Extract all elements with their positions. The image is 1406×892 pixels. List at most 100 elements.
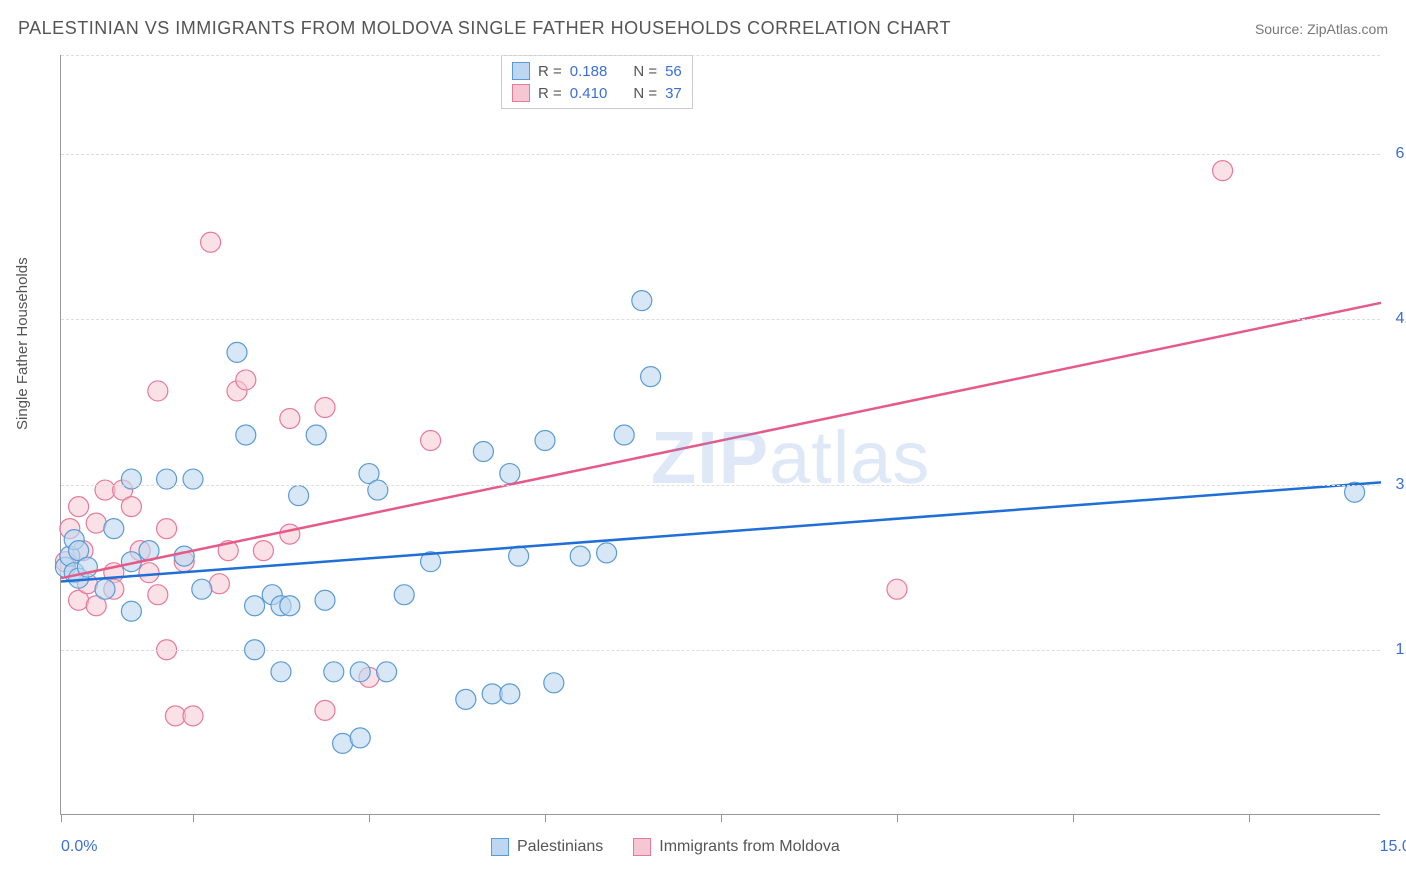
gridline — [61, 154, 1380, 155]
data-point — [306, 425, 326, 445]
data-point — [271, 662, 291, 682]
data-point — [280, 408, 300, 428]
data-point — [157, 469, 177, 489]
r-value: 0.188 — [570, 63, 608, 80]
data-point — [236, 370, 256, 390]
x-axis-min-label: 0.0% — [61, 838, 97, 856]
data-point — [253, 541, 273, 561]
legend-series: Palestinians Immigrants from Moldova — [491, 838, 840, 856]
n-value: 56 — [665, 63, 682, 80]
data-point — [315, 700, 335, 720]
legend-stats-row: R = 0.410 N = 37 — [512, 82, 682, 104]
legend-series-label: Immigrants from Moldova — [659, 838, 840, 856]
data-point — [236, 425, 256, 445]
legend-series-item: Palestinians — [491, 838, 603, 856]
legend-stats: R = 0.188 N = 56 R = 0.410 N = 37 — [501, 55, 693, 109]
data-point — [1213, 161, 1233, 181]
data-point — [597, 543, 617, 563]
gridline — [61, 485, 1380, 486]
data-point — [289, 486, 309, 506]
data-point — [192, 579, 212, 599]
r-label: R = — [538, 63, 562, 80]
y-axis-label: Single Father Households — [14, 257, 31, 430]
x-axis-max-label: 15.0% — [1380, 838, 1406, 856]
legend-swatch — [633, 838, 651, 856]
r-label: R = — [538, 85, 562, 102]
n-value: 37 — [665, 85, 682, 102]
legend-stats-row: R = 0.188 N = 56 — [512, 60, 682, 82]
data-point — [570, 546, 590, 566]
legend-series-label: Palestinians — [517, 838, 603, 856]
data-point — [183, 469, 203, 489]
scatter-plot-svg — [61, 55, 1380, 814]
data-point — [456, 689, 476, 709]
data-point — [509, 546, 529, 566]
x-tick — [897, 814, 898, 822]
y-tick-label: 3.0% — [1396, 476, 1406, 494]
data-point — [473, 442, 493, 462]
data-point — [104, 519, 124, 539]
data-point — [887, 579, 907, 599]
data-point — [69, 497, 89, 517]
x-tick — [1073, 814, 1074, 822]
data-point — [165, 706, 185, 726]
data-point — [421, 431, 441, 451]
data-point — [201, 232, 221, 252]
x-tick — [545, 814, 546, 822]
data-point — [368, 480, 388, 500]
data-point — [121, 469, 141, 489]
y-tick-label: 6.0% — [1396, 145, 1406, 163]
data-point — [324, 662, 344, 682]
trend-line — [61, 482, 1381, 581]
x-tick — [721, 814, 722, 822]
data-point — [500, 684, 520, 704]
n-label: N = — [633, 85, 657, 102]
data-point — [209, 574, 229, 594]
data-point — [227, 342, 247, 362]
data-point — [121, 497, 141, 517]
x-tick — [193, 814, 194, 822]
x-tick — [369, 814, 370, 822]
data-point — [148, 585, 168, 605]
data-point — [139, 563, 159, 583]
trend-line — [61, 303, 1381, 578]
plot-area: ZIPatlas R =0.188N =56R =0.410N =37 0.0%… — [60, 55, 1380, 815]
data-point — [377, 662, 397, 682]
x-tick — [1249, 814, 1250, 822]
data-point — [280, 596, 300, 616]
legend-series-item: Immigrants from Moldova — [633, 838, 840, 856]
data-point — [174, 546, 194, 566]
data-point — [333, 733, 353, 753]
gridline — [61, 650, 1380, 651]
y-tick-label: 1.5% — [1396, 641, 1406, 659]
source-label: Source: ZipAtlas.com — [1255, 21, 1388, 37]
x-tick — [61, 814, 62, 822]
data-point — [280, 524, 300, 544]
data-point — [394, 585, 414, 605]
data-point — [315, 590, 335, 610]
data-point — [350, 728, 370, 748]
gridline — [61, 319, 1380, 320]
data-point — [641, 367, 661, 387]
r-value: 0.410 — [570, 85, 608, 102]
data-point — [614, 425, 634, 445]
legend-swatch — [512, 84, 530, 102]
legend-swatch — [491, 838, 509, 856]
data-point — [148, 381, 168, 401]
data-point — [157, 519, 177, 539]
data-point — [183, 706, 203, 726]
data-point — [350, 662, 370, 682]
data-point — [632, 291, 652, 311]
data-point — [500, 464, 520, 484]
gridline — [61, 55, 1380, 56]
data-point — [86, 513, 106, 533]
data-point — [544, 673, 564, 693]
data-point — [95, 579, 115, 599]
legend-swatch — [512, 62, 530, 80]
data-point — [315, 397, 335, 417]
chart-title: PALESTINIAN VS IMMIGRANTS FROM MOLDOVA S… — [18, 18, 951, 39]
data-point — [245, 596, 265, 616]
data-point — [121, 601, 141, 621]
n-label: N = — [633, 63, 657, 80]
data-point — [535, 431, 555, 451]
